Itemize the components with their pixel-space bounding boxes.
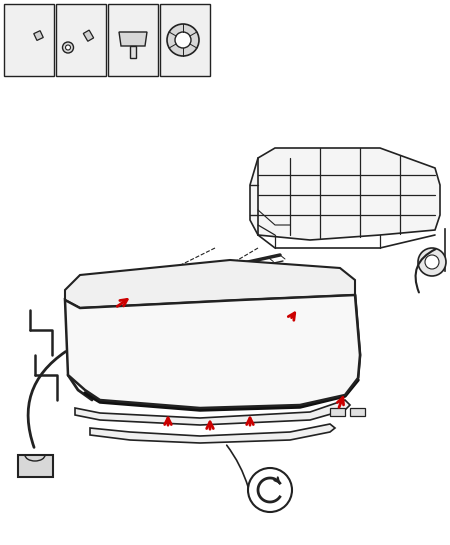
Circle shape <box>418 248 446 276</box>
Bar <box>18 455 53 477</box>
Polygon shape <box>65 260 355 308</box>
Bar <box>56 4 106 76</box>
Circle shape <box>63 42 73 53</box>
Bar <box>330 408 345 416</box>
Polygon shape <box>34 31 43 40</box>
Polygon shape <box>250 148 440 240</box>
Circle shape <box>167 24 199 56</box>
Polygon shape <box>90 424 335 443</box>
Circle shape <box>425 255 439 269</box>
Bar <box>350 408 365 416</box>
Bar <box>108 4 158 76</box>
Circle shape <box>175 32 191 48</box>
Polygon shape <box>83 30 94 41</box>
Polygon shape <box>75 400 350 425</box>
Polygon shape <box>119 32 147 46</box>
Polygon shape <box>130 46 136 58</box>
Bar <box>4 4 54 76</box>
Bar <box>160 4 210 76</box>
Circle shape <box>248 468 292 512</box>
Polygon shape <box>250 270 315 335</box>
Polygon shape <box>65 295 360 408</box>
Circle shape <box>66 45 71 50</box>
